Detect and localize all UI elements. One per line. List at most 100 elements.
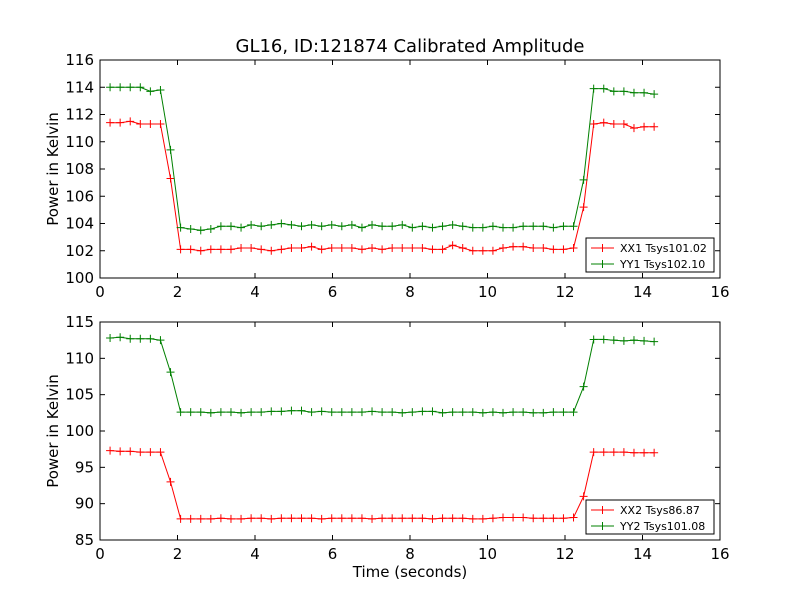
y-tick-label: 100 (65, 269, 94, 287)
data-point (549, 245, 558, 254)
data-point (247, 408, 256, 417)
data-point (428, 407, 437, 416)
data-point (609, 120, 618, 129)
data-point (297, 406, 306, 415)
data-point (378, 222, 387, 231)
data-point (619, 336, 628, 345)
x-tick-label: 16 (710, 545, 729, 563)
data-point (640, 122, 649, 131)
data-point (368, 407, 377, 416)
data-point (287, 514, 296, 523)
data-point (549, 408, 558, 417)
data-point (166, 174, 175, 183)
series-line-2 (110, 336, 655, 414)
data-point (196, 226, 205, 235)
data-point (438, 222, 447, 231)
y-axis-label: Power in Kelvin (44, 374, 62, 488)
data-point (549, 514, 558, 523)
data-point (438, 245, 447, 254)
data-point (629, 448, 638, 457)
y-tick-label: 106 (65, 187, 94, 205)
data-point (156, 85, 165, 94)
data-point (458, 244, 467, 253)
data-point (398, 220, 407, 229)
data-point (327, 514, 336, 523)
data-point (539, 222, 548, 231)
data-point (478, 223, 487, 232)
data-point (559, 245, 568, 254)
data-point (166, 368, 175, 377)
data-point (297, 244, 306, 253)
data-point (519, 222, 528, 231)
data-point (206, 224, 215, 233)
data-point (609, 87, 618, 96)
data-point (428, 223, 437, 232)
data-point (478, 408, 487, 417)
data-point (408, 244, 417, 253)
data-point (640, 88, 649, 97)
data-point (499, 244, 507, 253)
y-tick-label: 100 (65, 422, 94, 440)
data-point (106, 118, 115, 127)
data-point (428, 514, 437, 523)
data-point (378, 514, 387, 523)
x-tick-label: 2 (173, 545, 183, 563)
data-point (438, 514, 447, 523)
data-point (388, 222, 397, 231)
data-point (237, 244, 246, 253)
data-point (650, 122, 659, 131)
data-point (539, 244, 548, 253)
data-point (247, 244, 256, 253)
data-point (156, 120, 165, 129)
data-point (156, 336, 165, 345)
data-point (126, 83, 135, 92)
data-point (378, 245, 387, 254)
data-point (519, 408, 528, 417)
data-point (438, 408, 447, 417)
legend-label: XX1 Tsys101.02 (620, 242, 707, 255)
data-point (458, 408, 467, 417)
data-point (206, 514, 215, 523)
data-point (559, 222, 568, 231)
data-point (337, 408, 346, 417)
data-point (619, 120, 628, 129)
legend-box (585, 499, 715, 535)
data-point (347, 220, 356, 229)
data-point (569, 513, 578, 522)
data-point (599, 448, 608, 457)
data-point (327, 220, 336, 229)
data-point (357, 514, 366, 523)
data-point (448, 408, 457, 417)
data-point (146, 448, 155, 457)
data-point (126, 117, 135, 126)
data-point (650, 337, 659, 346)
data-point (599, 335, 608, 344)
y-tick-label: 115 (65, 313, 94, 331)
legend-marker (598, 244, 607, 252)
data-point (539, 408, 548, 417)
data-point (166, 145, 175, 154)
data-point (216, 222, 225, 231)
x-tick-label: 0 (95, 283, 105, 301)
x-tick-label: 12 (555, 283, 574, 301)
data-point (347, 408, 356, 417)
data-point (237, 514, 246, 523)
data-point (106, 333, 115, 342)
data-point (388, 244, 397, 253)
data-point (478, 514, 487, 523)
data-point (136, 334, 145, 343)
data-point (589, 335, 598, 344)
x-tick-label: 6 (328, 283, 338, 301)
data-point (317, 407, 326, 416)
data-point (569, 222, 578, 231)
x-tick-label: 0 (95, 545, 105, 563)
legend-marker (598, 506, 607, 514)
data-point (247, 514, 256, 523)
data-point (368, 220, 377, 229)
data-point (549, 223, 558, 232)
y-tick-label: 114 (65, 78, 94, 96)
data-point (499, 223, 507, 232)
data-point (237, 223, 246, 232)
data-point (478, 246, 487, 255)
data-point (237, 408, 246, 417)
